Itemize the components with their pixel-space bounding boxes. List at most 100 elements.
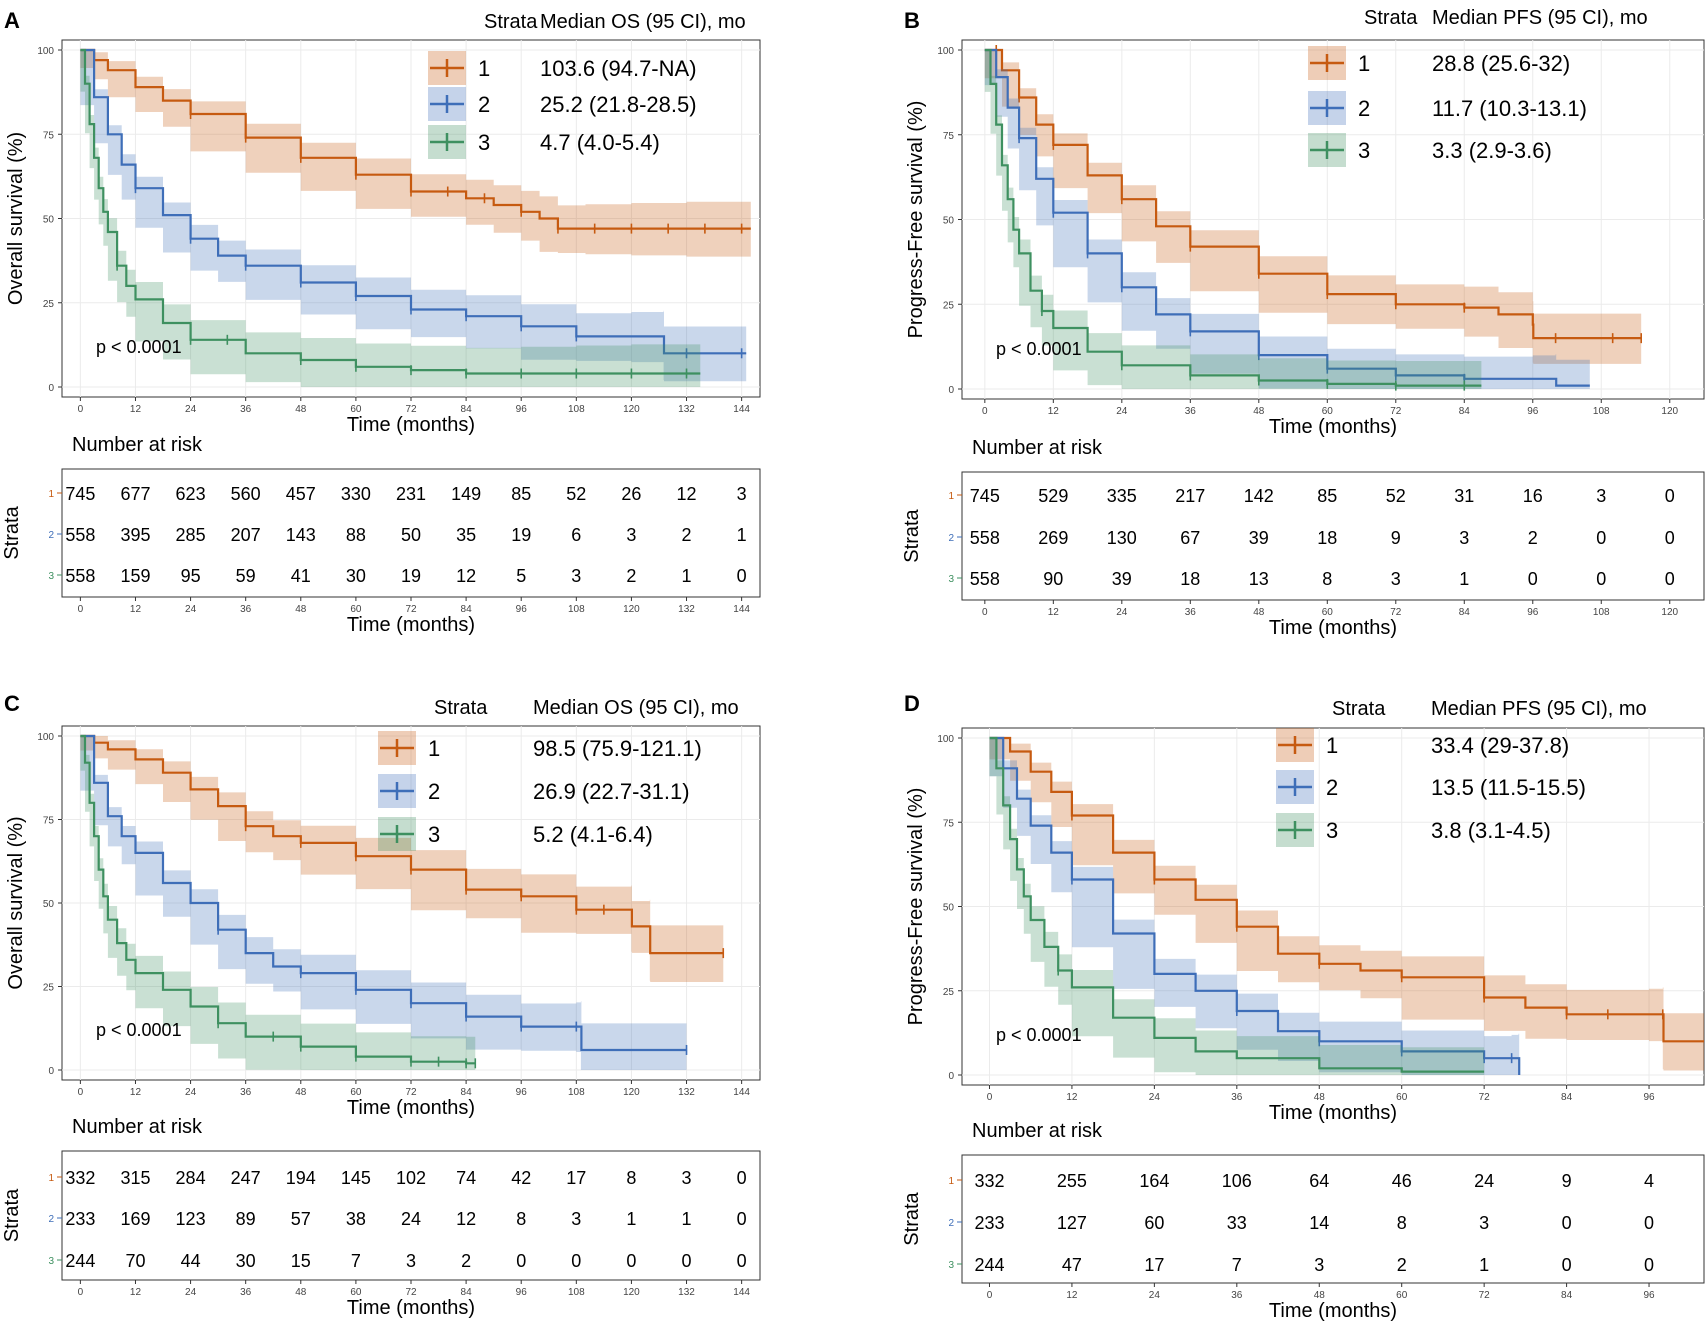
risk-cell: 5 (516, 566, 526, 586)
risk-row-label: 1 (948, 1176, 954, 1187)
y-tick-label: 0 (948, 1071, 954, 1082)
risk-cell: 3 (1479, 1213, 1489, 1233)
y-tick-label: 100 (937, 46, 954, 57)
km-curve-stratum-3 (989, 736, 1485, 1073)
y-tick-label: 25 (43, 983, 55, 994)
legend-stratum-label: 2 (1358, 96, 1370, 121)
risk-cell: 16 (1523, 486, 1543, 506)
risk-cell: 233 (65, 1209, 95, 1229)
risk-x-tick-label: 96 (1643, 1290, 1655, 1301)
risk-x-tick-label: 72 (405, 1287, 417, 1298)
x-tick-label: 144 (733, 404, 750, 415)
risk-x-tick-label: 120 (623, 604, 640, 615)
risk-x-tick-label: 48 (1314, 1290, 1326, 1301)
risk-cell: 0 (1596, 528, 1606, 548)
risk-cell: 88 (346, 525, 366, 545)
risk-cell: 19 (401, 566, 421, 586)
risk-cell: 233 (974, 1213, 1004, 1233)
km-curve-stratum-2 (989, 736, 1521, 1075)
risk-x-tick-label: 144 (733, 604, 750, 615)
risk-cell: 149 (451, 484, 481, 504)
risk-x-tick-label: 48 (295, 1287, 307, 1298)
legend-median-value: 5.2 (4.1-6.4) (533, 822, 653, 847)
risk-cell: 35 (456, 525, 476, 545)
y-tick-label: 50 (943, 903, 955, 914)
x-tick-label: 48 (1314, 1092, 1326, 1103)
legend-stratum-label: 2 (1326, 775, 1338, 800)
panel-label: A (4, 8, 20, 33)
risk-cell: 2 (461, 1251, 471, 1271)
risk-cell: 0 (1665, 528, 1675, 548)
risk-cell: 217 (1175, 486, 1205, 506)
risk-y-label: Strata (901, 508, 923, 562)
risk-cell: 2 (682, 525, 692, 545)
risk-x-tick-label: 84 (1561, 1290, 1573, 1301)
y-tick-label: 25 (943, 987, 955, 998)
x-tick-label: 96 (1527, 406, 1539, 417)
risk-cell: 19 (511, 525, 531, 545)
y-tick-label: 50 (43, 215, 55, 226)
risk-cell: 558 (65, 525, 95, 545)
legend-strata-title: Strata (434, 697, 488, 719)
legend-stratum-label: 1 (428, 736, 440, 761)
risk-cell: 255 (1057, 1171, 1087, 1191)
y-axis-label: Overall survival (%) (5, 816, 27, 989)
ci-band-stratum-1 (80, 50, 751, 257)
risk-x-tick-label: 36 (1185, 607, 1197, 618)
risk-x-tick-label: 120 (623, 1287, 640, 1298)
risk-cell: 2 (626, 566, 636, 586)
legend-median-value: 3.3 (2.9-3.6) (1432, 138, 1552, 163)
risk-cell: 0 (737, 1251, 747, 1271)
x-tick-label: 84 (1459, 406, 1471, 417)
ci-band-stratum-3 (80, 50, 701, 387)
y-tick-label: 0 (948, 385, 954, 396)
risk-x-axis-label: Time (months) (347, 614, 475, 636)
legend-strata-title: Strata (1332, 698, 1386, 720)
risk-cell: 8 (516, 1209, 526, 1229)
risk-cell: 3 (737, 484, 747, 504)
risk-table-title: Number at risk (972, 1120, 1103, 1142)
legend-strata-title: Strata (1364, 7, 1418, 29)
risk-cell: 3 (1459, 528, 1469, 548)
risk-cell: 677 (120, 484, 150, 504)
risk-cell: 143 (286, 525, 316, 545)
risk-cell: 74 (456, 1168, 476, 1188)
risk-x-tick-label: 108 (568, 1287, 585, 1298)
risk-cell: 85 (511, 484, 531, 504)
legend-strata-title: Strata (484, 11, 538, 33)
ci-band-stratum-1 (80, 736, 724, 982)
risk-x-tick-label: 108 (1593, 607, 1610, 618)
x-tick-label: 24 (185, 1087, 197, 1098)
x-tick-label: 84 (461, 404, 473, 415)
risk-x-tick-label: 96 (1527, 607, 1539, 618)
risk-cell: 2 (1528, 528, 1538, 548)
risk-cell: 142 (1244, 486, 1274, 506)
x-axis-label: Time (months) (1269, 416, 1397, 438)
risk-y-label: Strata (1, 505, 23, 559)
risk-cell: 231 (396, 484, 426, 504)
risk-x-tick-label: 84 (461, 1287, 473, 1298)
p-value: p < 0.0001 (96, 337, 182, 357)
risk-x-axis-label: Time (months) (347, 1297, 475, 1319)
x-tick-label: 96 (1643, 1092, 1655, 1103)
risk-cell: 44 (181, 1251, 201, 1271)
ci-band-stratum-3 (80, 736, 476, 1070)
risk-cell: 3 (1391, 569, 1401, 589)
x-tick-label: 36 (1231, 1092, 1243, 1103)
x-tick-label: 60 (350, 404, 362, 415)
panel-label: B (904, 8, 920, 33)
legend-stratum-label: 1 (1358, 51, 1370, 76)
x-tick-label: 0 (78, 1087, 84, 1098)
risk-row-label: 2 (948, 533, 954, 544)
risk-cell: 0 (737, 566, 747, 586)
risk-row-label: 2 (48, 1214, 54, 1225)
risk-cell: 1 (1479, 1255, 1489, 1275)
legend-stratum-label: 2 (478, 92, 490, 117)
risk-cell: 247 (231, 1168, 261, 1188)
risk-x-tick-label: 48 (295, 604, 307, 615)
legend-median-value: 98.5 (75.9-121.1) (533, 736, 702, 761)
x-tick-label: 120 (1661, 406, 1678, 417)
risk-x-tick-label: 48 (1253, 607, 1265, 618)
